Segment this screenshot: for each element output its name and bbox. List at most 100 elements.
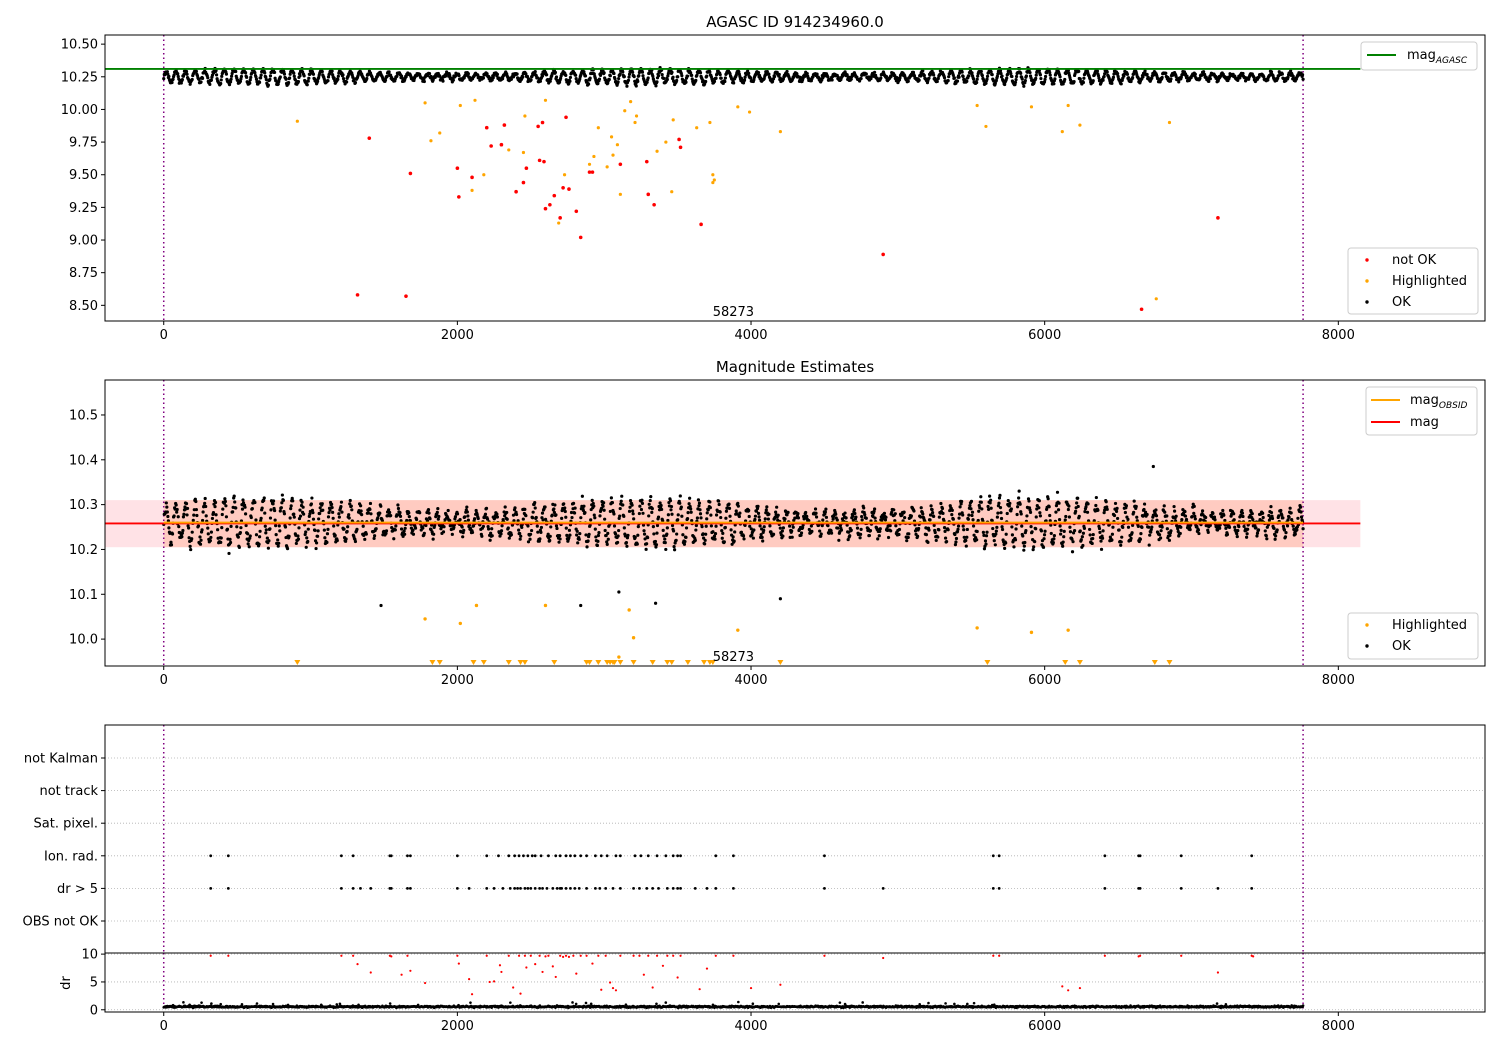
ok-point [711,530,715,534]
ok-point [1061,540,1065,544]
y-tick-label: 10.4 [69,453,98,468]
ok-point [602,508,606,512]
ok-point [747,508,751,513]
ok-point [836,526,840,530]
flag-point [513,887,517,890]
flag-point [657,887,660,890]
ok-point [320,502,324,506]
ok-point [1154,514,1159,518]
ok-point [688,504,692,509]
data-point [567,187,571,191]
flag-point [209,887,213,890]
data-point [542,159,546,164]
ok-point [791,525,795,529]
ok-point [471,524,476,528]
ok-point [718,73,722,77]
ok-point [543,517,548,521]
ok-point [321,508,325,512]
ok-point [1198,76,1202,80]
ok-point [577,537,581,541]
flag-point [408,887,412,890]
ok-point [1289,69,1293,73]
flag-point [991,887,995,890]
ok-point [1159,529,1163,533]
ok-point [1280,513,1284,517]
ok-point [486,527,491,531]
ok-point [970,510,975,514]
ok-point [344,537,348,541]
ok-point [220,526,224,530]
ok-point [1241,514,1245,519]
ok-point [733,530,737,534]
ok-point [678,494,682,498]
data-point [633,120,637,125]
ok-point [946,528,950,532]
ok-point [701,532,705,536]
ok-point [578,77,582,81]
data-point [429,139,433,143]
ok-point [558,537,562,541]
ok-point [883,518,888,522]
ok-point [587,532,591,537]
ok-point [1005,511,1009,516]
ok-point [516,519,520,523]
data-point [1216,216,1220,220]
ok-point [903,516,907,520]
ok-point [162,77,166,81]
ok-point [953,542,958,547]
ok-point [1029,525,1033,529]
ok-point [843,511,847,515]
ok-point [1046,497,1050,501]
ok-point [952,76,956,80]
ok-point [249,515,253,520]
ok-point [639,507,644,512]
ok-point [658,501,662,505]
ok-point [1192,511,1196,515]
ok-point [989,70,993,74]
ok-point [463,515,467,519]
flag-point [1138,854,1142,858]
ok-point [729,528,733,532]
ok-point [1165,514,1169,518]
ok-point [259,76,263,80]
ok-point [571,501,576,505]
ok-point [528,537,532,541]
ok-point [495,512,499,516]
data-point [1151,464,1155,469]
ok-point [277,541,281,545]
ok-point [318,511,322,516]
ok-point [653,539,658,544]
flag-point [618,887,622,890]
ok-point [373,534,377,538]
ok-point [490,534,494,538]
ok-point [622,526,626,530]
ok-point [967,74,971,78]
ok-point [1075,501,1079,505]
ok-point [489,531,493,535]
ok-point [548,538,552,543]
ok-point [359,504,363,508]
ok-point [656,515,661,519]
ok-point [378,511,382,515]
data-point [499,142,504,147]
ok-point [1284,530,1288,535]
ok-point [395,74,399,78]
data-point [778,130,782,134]
ok-point [369,512,373,516]
ok-point [274,524,278,528]
ok-point [253,500,257,505]
ok-point [575,533,579,537]
ok-point [859,527,863,531]
ok-point [1125,72,1130,76]
ok-point [830,78,834,82]
ok-point [223,499,227,504]
ok-point [305,536,309,540]
ok-point [864,516,868,520]
ok-point [1094,503,1098,508]
ok-point [1085,510,1090,514]
ok-point [727,502,731,506]
ok-point [171,77,175,81]
ok-point [651,525,655,529]
ok-point [1255,531,1260,535]
flag-point [408,854,412,858]
